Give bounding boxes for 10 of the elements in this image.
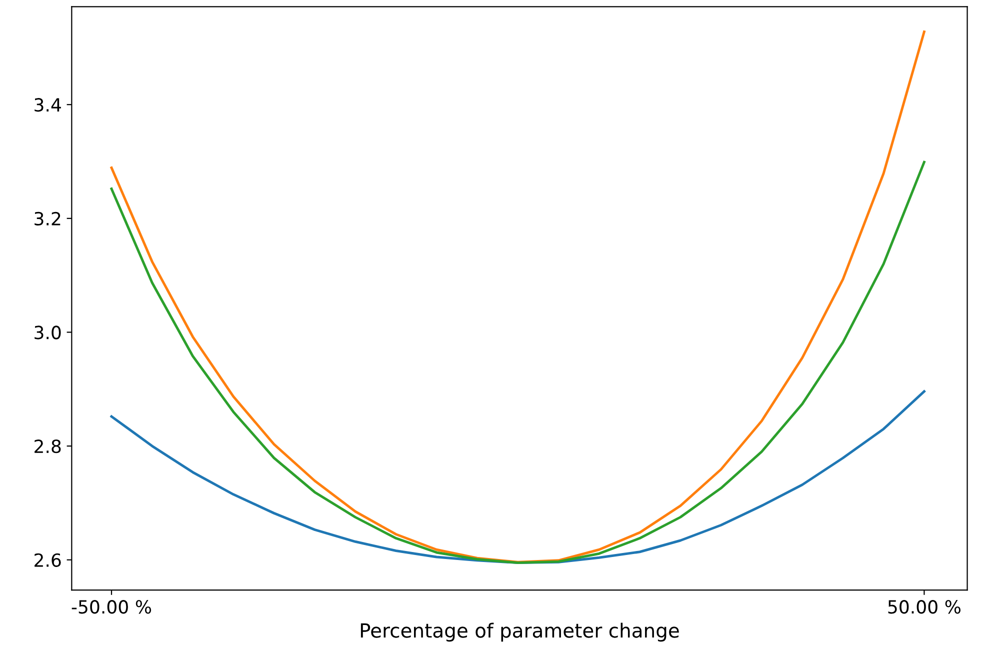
line-series [110,160,926,564]
y-tick-label: 2.8 [34,440,61,454]
line-series [110,30,926,564]
x-axis-title: Percentage of parameter change [360,622,679,642]
y-tick-label: 2.6 [34,553,61,567]
x-tick-label: 50.00 % [888,600,960,614]
y-tick-label: 3.2 [34,212,60,226]
y-tick-label: 3.4 [34,98,61,112]
x-tick-label: -50.00 % [72,600,152,614]
y-tick-label: 3.0 [34,326,61,340]
